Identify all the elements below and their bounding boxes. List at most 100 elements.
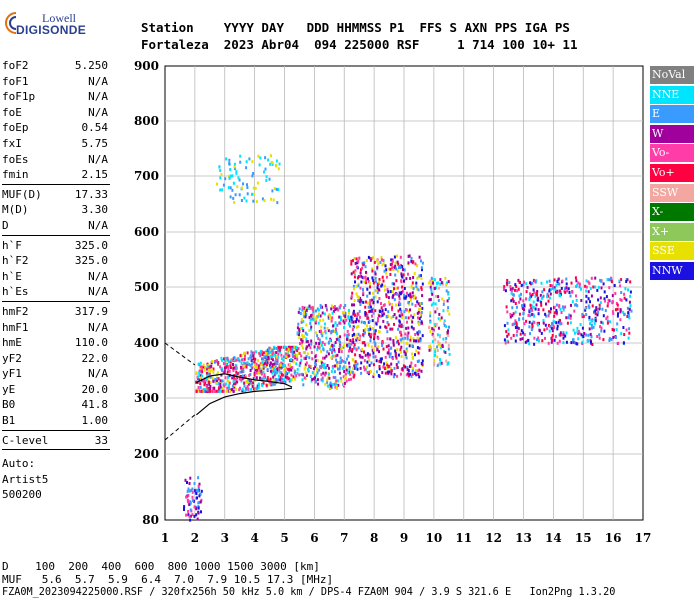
data-point <box>384 308 387 312</box>
data-point <box>406 320 408 324</box>
data-point <box>576 330 579 334</box>
data-point <box>404 296 407 300</box>
data-point <box>240 354 243 357</box>
data-point <box>259 349 262 353</box>
data-point <box>396 366 399 370</box>
data-point <box>186 498 189 502</box>
data-point <box>376 319 379 323</box>
data-point <box>542 318 545 322</box>
data-point <box>516 330 519 333</box>
data-point <box>378 330 381 334</box>
data-point <box>537 308 540 312</box>
data-point <box>410 361 413 365</box>
data-point <box>410 374 413 378</box>
data-point <box>212 367 215 371</box>
data-point <box>305 340 308 344</box>
data-point <box>204 381 207 385</box>
data-point <box>261 361 264 364</box>
data-point <box>533 314 536 318</box>
data-point <box>383 269 386 273</box>
data-point <box>279 375 282 379</box>
data-point <box>417 369 420 373</box>
data-point <box>191 513 194 517</box>
data-point <box>304 356 307 360</box>
data-point <box>364 367 367 371</box>
data-point <box>421 334 424 338</box>
data-point <box>354 333 357 337</box>
data-point <box>413 294 416 298</box>
data-point <box>368 363 371 367</box>
data-point <box>608 278 611 282</box>
data-point <box>551 329 554 333</box>
data-point <box>331 343 334 347</box>
data-point <box>187 493 190 497</box>
data-point <box>608 337 611 341</box>
data-point <box>239 370 242 374</box>
data-point <box>302 312 305 316</box>
data-point <box>250 350 253 354</box>
data-point <box>383 366 386 370</box>
data-point <box>430 276 433 280</box>
data-point <box>611 294 614 298</box>
data-point <box>525 290 528 294</box>
data-point <box>508 281 511 285</box>
data-point <box>326 378 329 382</box>
data-point <box>420 276 423 280</box>
data-point <box>249 355 252 359</box>
data-point <box>400 340 403 343</box>
data-point <box>570 341 573 345</box>
data-point <box>518 318 521 322</box>
data-point <box>503 324 506 328</box>
data-point <box>357 346 360 350</box>
data-point <box>312 367 315 371</box>
data-point <box>397 262 400 266</box>
data-point <box>414 304 417 308</box>
data-point <box>307 368 310 371</box>
data-point <box>310 339 313 343</box>
data-point <box>298 329 301 333</box>
data-point <box>313 377 315 381</box>
data-point <box>199 382 202 386</box>
data-point <box>231 387 234 391</box>
data-point <box>375 359 378 363</box>
data-point <box>419 339 422 343</box>
data-point <box>396 374 399 378</box>
data-point <box>401 289 404 293</box>
data-point <box>443 322 445 326</box>
data-point <box>276 201 279 205</box>
data-point <box>391 259 394 263</box>
data-point <box>599 296 602 300</box>
data-point <box>197 489 200 493</box>
data-point <box>398 320 401 324</box>
data-point <box>347 311 350 315</box>
data-point <box>557 282 560 285</box>
data-point <box>262 370 265 374</box>
data-point <box>198 494 201 498</box>
data-point <box>299 312 302 315</box>
data-point <box>346 329 349 333</box>
data-point <box>553 286 556 290</box>
data-point <box>359 334 362 338</box>
data-point <box>255 386 258 390</box>
data-point <box>285 355 288 359</box>
data-point <box>386 337 389 341</box>
data-point <box>378 288 381 292</box>
data-point <box>357 299 360 302</box>
data-point <box>219 176 222 180</box>
data-point <box>245 166 248 170</box>
param-value: 17.33 <box>74 187 108 201</box>
data-point <box>262 377 265 381</box>
data-point <box>230 358 233 362</box>
data-point <box>363 350 365 354</box>
data-point <box>205 387 208 391</box>
data-point <box>379 260 382 264</box>
data-point <box>553 314 556 318</box>
data-point <box>394 354 397 358</box>
data-point <box>258 163 261 167</box>
data-point <box>351 370 354 374</box>
data-point <box>434 338 437 342</box>
data-point <box>305 323 308 327</box>
x-tick-label: 16 <box>605 531 622 545</box>
data-point <box>242 364 245 368</box>
data-point <box>376 348 379 352</box>
